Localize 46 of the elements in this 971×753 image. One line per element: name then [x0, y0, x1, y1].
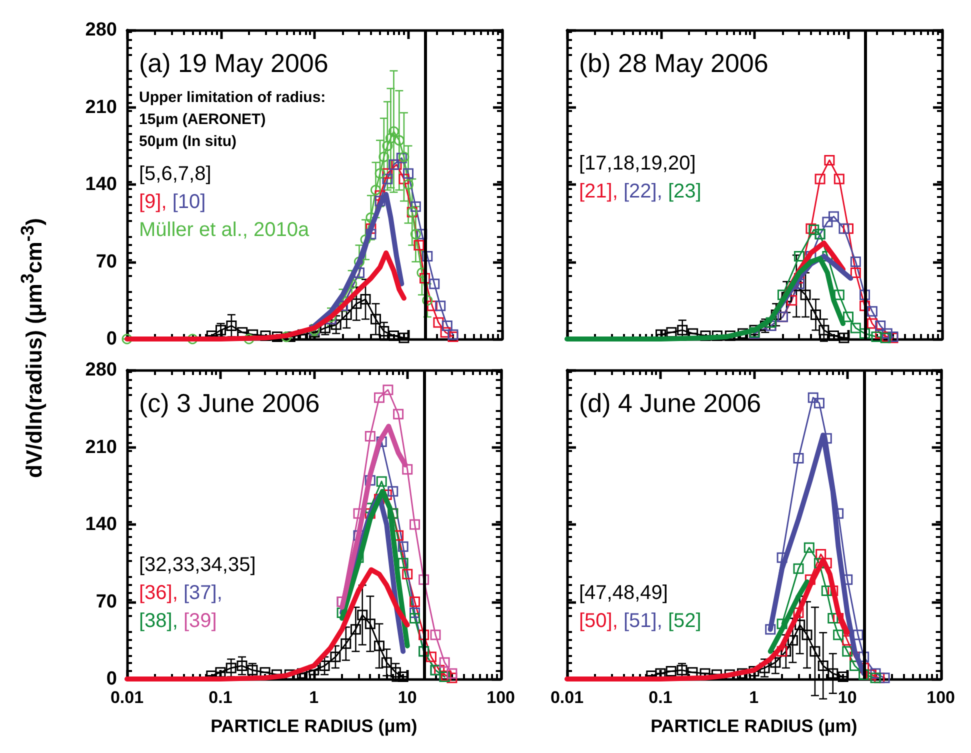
x-tick-label: 0.01 [110, 688, 144, 707]
text: [36], [139, 582, 178, 604]
y-tick-label: 140 [85, 174, 117, 195]
text: [22], [623, 180, 662, 203]
x-tick-label: 1 [749, 688, 759, 707]
y-tick-label: 140 [85, 514, 117, 535]
text: [32,33,34,35] [139, 554, 256, 576]
y-tick-label: 0 [106, 328, 117, 350]
x-tick-label: 1 [309, 688, 319, 707]
x-tick-label: 0.1 [208, 688, 232, 707]
y-tick-label: 0 [106, 668, 117, 690]
text: [52] [668, 610, 702, 632]
text: [23] [668, 180, 702, 203]
text: [39] [183, 610, 217, 632]
y-tick-label: 210 [85, 436, 117, 458]
x-tick-label: 10 [838, 688, 857, 707]
annotation: 15μm (AERONET) [139, 111, 266, 128]
text: (a) 19 May 2006 [139, 48, 328, 78]
y-tick-label: 70 [96, 591, 117, 612]
x-axis-title: PARTICLE RADIUS (μm) [650, 716, 858, 736]
text: (c) 3 June 2006 [139, 388, 320, 418]
text: [37], [183, 582, 222, 604]
y-tick-label: 70 [96, 251, 117, 272]
annotation: 50μm (In situ) [139, 133, 237, 150]
text: (b) 28 May 2006 [579, 48, 768, 78]
text: [9], [139, 191, 167, 213]
text: [50], [579, 610, 618, 632]
text: (d) 4 June 2006 [579, 388, 762, 418]
text: Müller et al., 2010a [139, 219, 310, 241]
x-axis-title: PARTICLE RADIUS (μm) [210, 716, 418, 736]
text: [47,48,49] [579, 582, 668, 604]
annotation: Upper limitation of radius: [139, 89, 326, 106]
y-tick-label: 210 [85, 96, 117, 118]
y-tick-label: 280 [85, 20, 117, 40]
text: [51], [623, 610, 662, 632]
x-tick-label: 10 [398, 688, 417, 707]
y-tick-label: 280 [85, 360, 117, 380]
x-tick-label: 0.01 [550, 688, 584, 707]
x-tick-label: 100 [926, 688, 956, 707]
text: [10] [172, 191, 206, 213]
text: [21], [579, 180, 618, 203]
x-tick-label: 100 [486, 688, 516, 707]
text: [38], [139, 610, 178, 632]
x-tick-label: 0.1 [648, 688, 672, 707]
text: [17,18,19,20] [579, 152, 696, 175]
text: [5,6,7,8] [139, 163, 212, 185]
